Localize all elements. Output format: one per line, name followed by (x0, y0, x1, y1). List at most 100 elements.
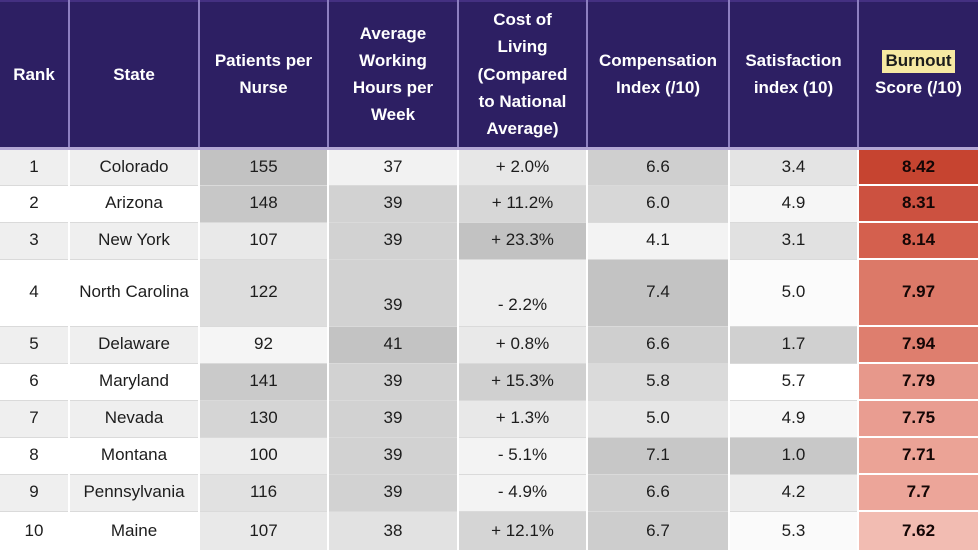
cell-cost-of-living: + 12.1% (458, 511, 588, 550)
cell-rank: 8 (0, 437, 70, 475)
cell-working-hours: 39 (328, 222, 459, 260)
cell-working-hours: 41 (328, 326, 459, 364)
cell-burnout-score: 7.7 (858, 474, 978, 512)
cell-working-hours: 38 (328, 511, 459, 550)
cell-patients-per-nurse: 141 (199, 363, 329, 401)
cell-patients-per-nurse: 107 (199, 511, 329, 550)
cell-satisfaction-index: 5.0 (729, 259, 859, 327)
cell-state: Pennsylvania (69, 474, 200, 512)
column-header-state: State (69, 0, 200, 150)
cell-state: Montana (69, 437, 200, 475)
burnout-header-rest: Score (/10) (875, 78, 962, 98)
table-row: 5 Delaware 92 41 + 0.8% 6.6 1.7 7.94 (0, 326, 978, 364)
cell-compensation-index: 6.6 (587, 148, 730, 186)
cell-satisfaction-index: 4.9 (729, 185, 859, 223)
cell-patients-per-nurse: 100 (199, 437, 329, 475)
cell-burnout-score: 7.97 (858, 259, 978, 327)
table-header: Rank State Patients per Nurse Average Wo… (0, 0, 978, 150)
cell-satisfaction-index: 1.0 (729, 437, 859, 475)
cell-rank: 3 (0, 222, 70, 260)
column-header-cost-of-living: Cost of Living (Compared to National Ave… (458, 0, 588, 150)
cell-satisfaction-index: 3.4 (729, 148, 859, 186)
cell-satisfaction-index: 1.7 (729, 326, 859, 364)
cell-patients-per-nurse: 148 (199, 185, 329, 223)
cell-burnout-score: 7.71 (858, 437, 978, 475)
cell-cost-of-living: + 15.3% (458, 363, 588, 401)
cell-rank: 2 (0, 185, 70, 223)
cell-state: North Carolina (69, 259, 200, 327)
column-header-burnout-score: Burnout Score (/10) (858, 0, 978, 150)
column-header-compensation-index: Compensation Index (/10) (587, 0, 730, 150)
table-row: 7 Nevada 130 39 + 1.3% 5.0 4.9 7.75 (0, 400, 978, 438)
cell-compensation-index: 4.1 (587, 222, 730, 260)
cell-burnout-score: 7.79 (858, 363, 978, 401)
cell-patients-per-nurse: 92 (199, 326, 329, 364)
table-row: 1 Colorado 155 37 + 2.0% 6.6 3.4 8.42 (0, 148, 978, 186)
cell-burnout-score: 8.14 (858, 222, 978, 260)
cell-working-hours: 39 (328, 437, 459, 475)
cell-rank: 6 (0, 363, 70, 401)
cell-burnout-score: 7.94 (858, 326, 978, 364)
table-row: 9 Pennsylvania 116 39- 4.9% 6.6 4.2 7.7 (0, 474, 978, 512)
cell-rank: 10 (0, 511, 70, 550)
cell-working-hours: 39 (328, 363, 459, 401)
cell-state: Maryland (69, 363, 200, 401)
cell-burnout-score: 8.42 (858, 148, 978, 186)
cell-working-hours: 37 (328, 148, 459, 186)
cell-compensation-index: 6.7 (587, 511, 730, 550)
cell-working-hours: 39 (328, 400, 459, 438)
cell-state: Arizona (69, 185, 200, 223)
cell-cost-of-living: + 1.3% (458, 400, 588, 438)
cell-satisfaction-index: 5.3 (729, 511, 859, 550)
table-row: 10 Maine 107 38 + 12.1% 6.7 5.3 7.62 (0, 511, 978, 550)
cell-state: Delaware (69, 326, 200, 364)
cell-patients-per-nurse: 130 (199, 400, 329, 438)
table-body: 1 Colorado 155 37 + 2.0% 6.6 3.4 8.42 2 Arizona 14… (0, 148, 978, 550)
cell-rank: 7 (0, 400, 70, 438)
column-header-rank: Rank (0, 0, 70, 150)
cell-patients-per-nurse: 116 (199, 474, 329, 512)
column-header-working-hours: Average Working Hours per Week (328, 0, 459, 150)
cell-rank: 9 (0, 474, 70, 512)
cell-satisfaction-index: 5.7 (729, 363, 859, 401)
cell-working-hours: 39 (328, 474, 459, 512)
column-header-satisfaction-index: Satisfaction index (10) (729, 0, 859, 150)
cell-cost-of-living: + 23.3% (458, 222, 588, 260)
cell-rank: 1 (0, 148, 70, 186)
cell-burnout-score: 7.62 (858, 511, 978, 550)
cell-satisfaction-index: 4.2 (729, 474, 859, 512)
cell-patients-per-nurse: 155 (199, 148, 329, 186)
cell-cost-of-living: - 5.1% (458, 437, 588, 475)
cell-state: Maine (69, 511, 200, 550)
cell-cost-of-living: - 2.2% (458, 259, 588, 327)
table-row: 6 Maryland 141 39 + 15.3% 5.8 5.7 7.79 (0, 363, 978, 401)
burnout-highlight: Burnout (882, 50, 955, 73)
cell-compensation-index: 6.6 (587, 474, 730, 512)
header-row: Rank State Patients per Nurse Average Wo… (0, 0, 978, 150)
cell-cost-of-living: + 2.0% (458, 148, 588, 186)
cell-compensation-index: 7.4 (587, 259, 730, 327)
cell-working-hours: 39 (328, 259, 459, 327)
cell-compensation-index: 7.1 (587, 437, 730, 475)
cell-rank: 4 (0, 259, 70, 327)
table-row: 2 Arizona 148 39 + 11.2% 6.0 4.9 8.31 (0, 185, 978, 223)
cell-cost-of-living: + 11.2% (458, 185, 588, 223)
cell-satisfaction-index: 3.1 (729, 222, 859, 260)
table-row: 3 New York 107 39 + 23.3% 4.1 3.1 8.14 (0, 222, 978, 260)
cell-patients-per-nurse: 122 (199, 259, 329, 327)
cell-burnout-score: 8.31 (858, 185, 978, 223)
cell-patients-per-nurse: 107 (199, 222, 329, 260)
cell-working-hours: 39 (328, 185, 459, 223)
cell-satisfaction-index: 4.9 (729, 400, 859, 438)
cell-compensation-index: 6.0 (587, 185, 730, 223)
cell-burnout-score: 7.75 (858, 400, 978, 438)
cell-state: Colorado (69, 148, 200, 186)
cell-cost-of-living: - 4.9% (458, 474, 588, 512)
cell-rank: 5 (0, 326, 70, 364)
table-row: 8 Montana 100 39- 5.1% 7.1 1.0 7.71 (0, 437, 978, 475)
table-row: 4 North Carolina 122 39- 2.2% 7.4 5.0 7.97 (0, 259, 978, 327)
column-header-patients-per-nurse: Patients per Nurse (199, 0, 329, 150)
cell-compensation-index: 6.6 (587, 326, 730, 364)
